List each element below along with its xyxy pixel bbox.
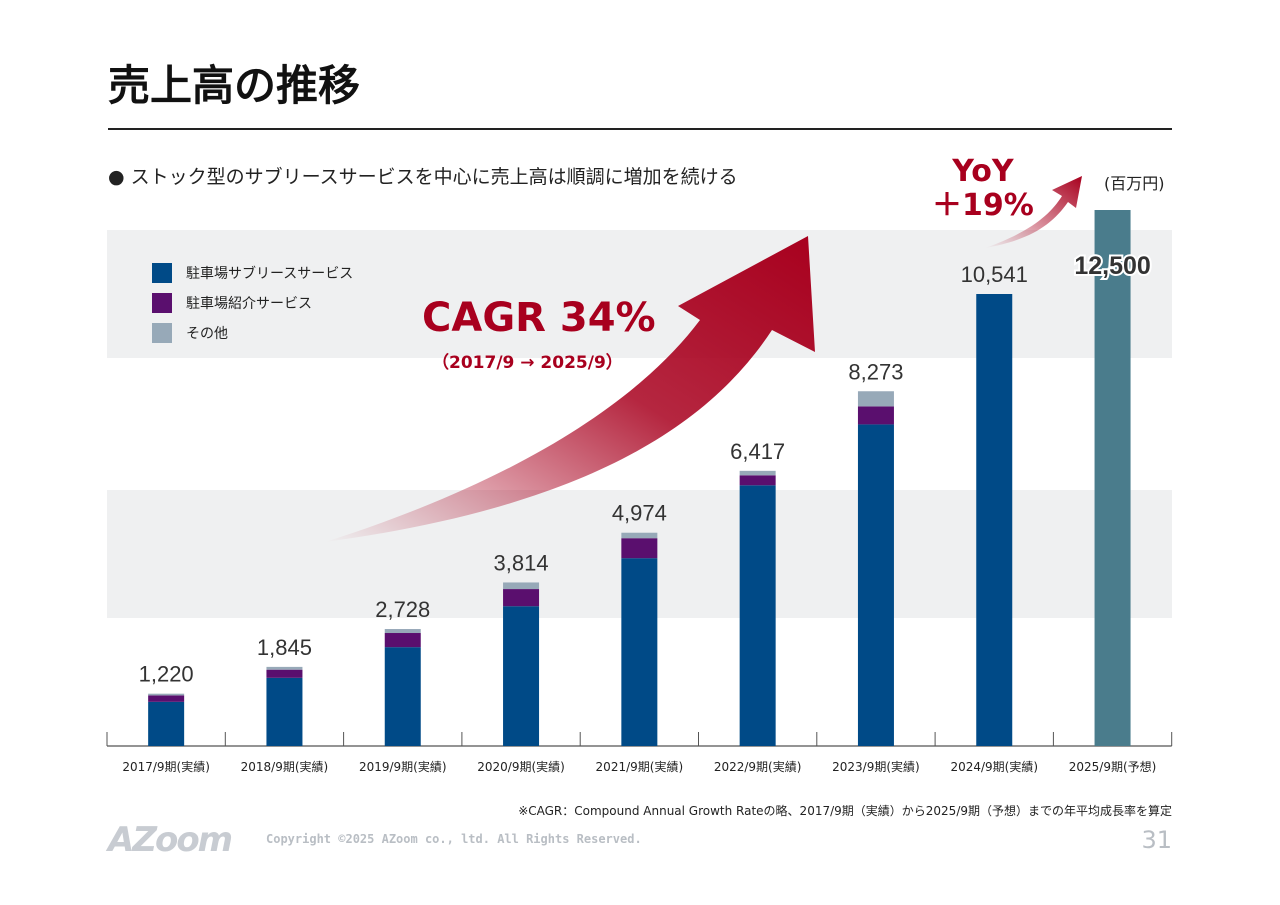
yoy-line2: ＋19% xyxy=(932,188,1034,223)
total-label: 2,728 xyxy=(375,597,430,622)
bar-segment xyxy=(621,538,658,559)
bar-segment xyxy=(384,647,421,746)
bar-segment xyxy=(857,391,894,407)
x-tick-label: 2021/9期(実績) xyxy=(596,759,684,774)
legend-item: 駐車場サブリースサービス xyxy=(152,258,353,288)
total-label: 6,417 xyxy=(730,439,785,464)
bar-segment xyxy=(503,606,540,746)
x-tick-label: 2018/9期(実績) xyxy=(241,759,329,774)
copyright: Copyright ©2025 AZoom co., ltd. All Righ… xyxy=(266,832,642,846)
bar-segment xyxy=(739,475,776,486)
legend-item: その他 xyxy=(152,318,353,348)
bar-segment xyxy=(621,532,658,539)
total-label: 3,814 xyxy=(494,550,549,575)
legend-swatch xyxy=(152,293,172,313)
x-tick-label: 2020/9期(実績) xyxy=(477,759,565,774)
total-label: 1,845 xyxy=(257,635,312,660)
x-tick-label: 2023/9期(実績) xyxy=(832,759,920,774)
legend-label: その他 xyxy=(186,326,228,342)
total-label: 4,974 xyxy=(612,501,667,526)
forecast-bar xyxy=(1094,210,1131,746)
bar-segment xyxy=(503,582,540,590)
summary-bullet: ● ストック型のサブリースサービスを中心に売上高は順調に増加を続ける xyxy=(108,166,738,188)
footnote: ※CAGR：Compound Annual Growth Rateの略、2017… xyxy=(518,804,1172,818)
bar-segment xyxy=(266,666,303,670)
bar-segment xyxy=(503,589,540,607)
x-tick-label: 2022/9期(実績) xyxy=(714,759,802,774)
x-tick-label: 2017/9期(実績) xyxy=(122,759,210,774)
x-tick-label: 2024/9期(実績) xyxy=(950,759,1038,774)
yoy-line1: YoY xyxy=(952,154,1014,189)
company-logo: AZoom xyxy=(108,820,233,860)
title-divider xyxy=(108,128,1172,130)
legend: 駐車場サブリースサービス 駐車場紹介サービス その他 xyxy=(152,258,353,348)
total-label: 10,541 xyxy=(961,262,1028,287)
legend-swatch xyxy=(152,263,172,283)
bar-segment xyxy=(857,406,894,425)
bar-segment xyxy=(621,558,658,746)
yoy-arrow xyxy=(985,176,1082,248)
unit-label: (百万円) xyxy=(1104,174,1165,193)
total-label: 8,273 xyxy=(848,359,903,384)
bar-segment xyxy=(148,693,185,696)
legend-swatch xyxy=(152,323,172,343)
yoy-label: YoY ＋19% xyxy=(932,155,1034,223)
bar-segment xyxy=(148,701,185,746)
cagr-label: CAGR 34% xyxy=(422,295,656,341)
total-label: 1,220 xyxy=(139,662,194,687)
x-tick-label: 2019/9期(実績) xyxy=(359,759,447,774)
legend-label: 駐車場紹介サービス xyxy=(186,296,312,312)
legend-label: 駐車場サブリースサービス xyxy=(186,266,354,282)
bar-segment xyxy=(976,294,1013,746)
bar-segment xyxy=(266,669,303,678)
cagr-period: （2017/9 → 2025/9） xyxy=(432,353,623,373)
total-label: 12,500 xyxy=(1074,252,1150,280)
legend-item: 駐車場紹介サービス xyxy=(152,288,353,318)
bar-segment xyxy=(384,629,421,634)
cagr-arrow xyxy=(325,236,815,542)
x-tick-label: 2025/9期(予想) xyxy=(1069,759,1157,774)
bar-segment xyxy=(148,695,185,702)
bar-segment xyxy=(266,677,303,746)
bar-segment xyxy=(384,633,421,648)
bar-segment xyxy=(857,424,894,746)
page-title: 売上高の推移 xyxy=(108,61,361,110)
bar-segment xyxy=(739,485,776,746)
bar-segment xyxy=(739,470,776,476)
page-number: 31 xyxy=(1141,826,1172,854)
